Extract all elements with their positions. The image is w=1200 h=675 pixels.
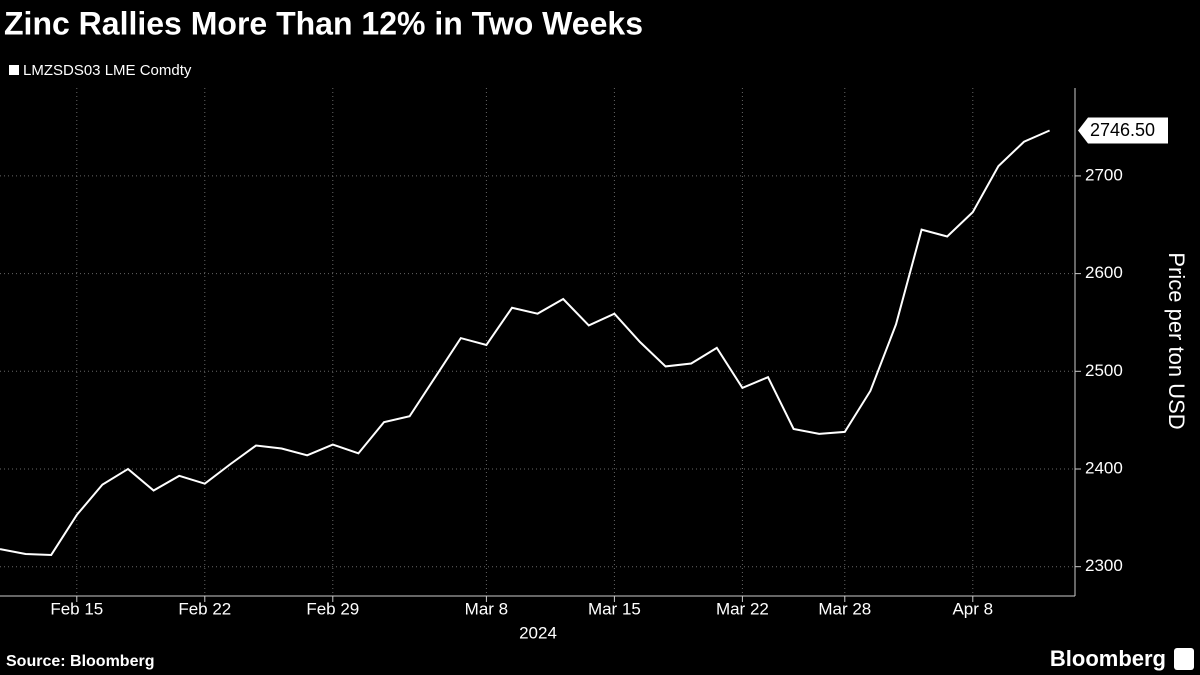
- y-tick-label: 2500: [1085, 361, 1123, 380]
- brand: Bloomberg: [1050, 646, 1166, 671]
- x-tick-label: Feb 22: [178, 599, 231, 618]
- x-tick-label: Apr 8: [952, 599, 993, 618]
- source: Source: Bloomberg: [6, 653, 154, 670]
- last-value-label: 2746.50: [1090, 120, 1155, 140]
- y-tick-label: 2600: [1085, 263, 1123, 282]
- y-axis-label: Price per ton USD: [1164, 252, 1189, 429]
- y-tick-label: 2300: [1085, 556, 1123, 575]
- x-tick-label: Mar 22: [716, 599, 769, 618]
- x-axis-label: 2024: [519, 623, 557, 642]
- line: [0, 129, 1051, 556]
- chart-title: Zinc Rallies More Than 12% in Two Weeks: [4, 5, 643, 41]
- brand-icon: [1174, 648, 1194, 670]
- x-tick-label: Mar 15: [588, 599, 641, 618]
- x-tick-label: Feb 29: [306, 599, 359, 618]
- y-tick-label: 2400: [1085, 458, 1123, 477]
- legend-swatch: [9, 65, 19, 75]
- x-tick-label: Mar 28: [818, 599, 871, 618]
- x-tick-label: Feb 15: [50, 599, 103, 618]
- y-tick-label: 2700: [1085, 165, 1123, 184]
- x-tick-label: Mar 8: [465, 599, 508, 618]
- last-value-callout: [1078, 117, 1168, 144]
- legend-label: LMZSDS03 LME Comdty: [23, 62, 192, 79]
